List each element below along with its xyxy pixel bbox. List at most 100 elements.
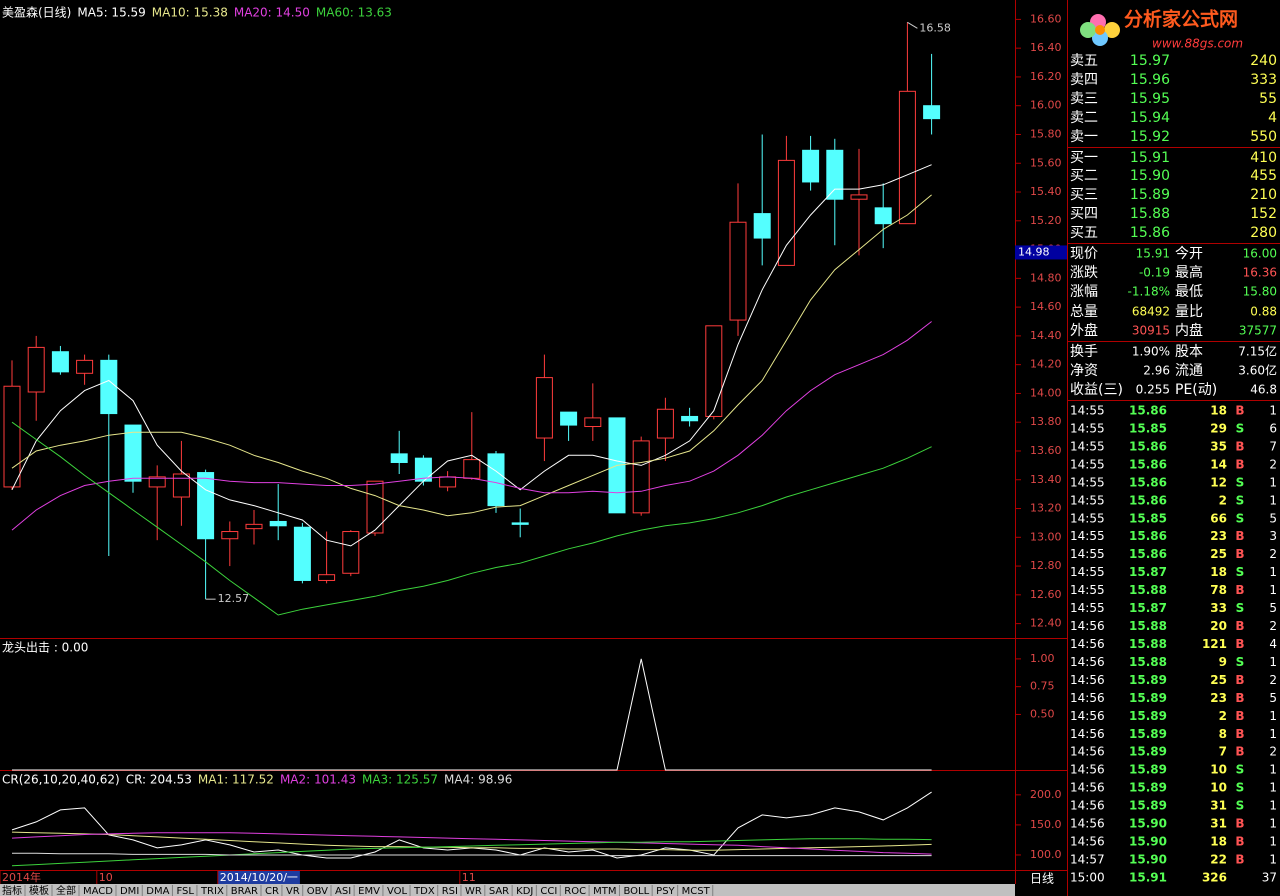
trade-volume: 25 — [1210, 547, 1227, 561]
indicator-tab[interactable]: 全部 — [56, 884, 76, 896]
trade-volume: 121 — [1202, 637, 1227, 651]
candle-body — [560, 411, 578, 426]
trade-side: B — [1235, 673, 1244, 687]
candle-body — [632, 440, 650, 514]
trade-volume: 20 — [1210, 619, 1227, 633]
quote-label: 现价 — [1070, 246, 1098, 262]
indicator-tab[interactable]: 指标 — [2, 884, 22, 896]
indicator-tab[interactable]: BRAR — [231, 886, 258, 896]
y-tick-label: 0.75 — [1030, 680, 1055, 693]
trade-count: 5 — [1269, 601, 1277, 615]
indicator-tab[interactable]: MCST — [682, 886, 711, 896]
trade-side: B — [1235, 457, 1244, 471]
candle-body — [390, 453, 408, 463]
indicator-tab[interactable]: TRIX — [200, 886, 224, 896]
candle-body — [51, 351, 69, 373]
trade-volume: 10 — [1210, 763, 1227, 777]
indicator-tab[interactable]: PSY — [656, 886, 675, 896]
trade-count: 2 — [1269, 547, 1277, 561]
legend-entry: MA20: 14.50 — [234, 6, 310, 20]
book-label: 卖三 — [1070, 91, 1098, 107]
indicator-tab[interactable]: ASI — [335, 886, 351, 896]
trade-time: 14:56 — [1070, 727, 1105, 741]
indicator-tab[interactable]: SAR — [489, 886, 509, 896]
trade-side: B — [1235, 691, 1244, 705]
legend-entry: MA10: 15.38 — [152, 6, 228, 20]
trade-price: 15.86 — [1129, 475, 1167, 489]
candle-body — [318, 574, 336, 581]
book-volume: 55 — [1259, 91, 1277, 107]
book-price: 15.91 — [1130, 150, 1170, 166]
indicator-tab[interactable]: VR — [286, 886, 300, 896]
trade-price: 15.89 — [1129, 763, 1167, 777]
y-tick-label: 16.00 — [1030, 99, 1062, 112]
candle-body — [656, 408, 674, 439]
quote-value: 16.00 — [1243, 247, 1277, 261]
candle-body — [221, 531, 239, 540]
trade-price: 15.86 — [1129, 457, 1167, 471]
period-label: 日线 — [1030, 872, 1054, 886]
indicator-tab[interactable]: VOL — [387, 886, 408, 896]
candle-body — [850, 194, 868, 200]
trade-time: 14:56 — [1070, 799, 1105, 813]
candle-body — [826, 149, 844, 200]
quote-value: 15.91 — [1136, 247, 1170, 261]
trade-side: B — [1235, 637, 1244, 651]
indicator-tab[interactable]: EMV — [358, 886, 380, 896]
trade-volume: 18 — [1210, 565, 1227, 579]
y-tick-label: 1.00 — [1030, 652, 1055, 665]
trade-count: 3 — [1269, 529, 1277, 543]
candle-body — [197, 472, 215, 540]
trade-count: 2 — [1269, 673, 1277, 687]
logo: 分析家公式网 www.88gs.com — [1080, 8, 1243, 51]
y-tick-label: 15.60 — [1030, 156, 1062, 169]
trade-time: 14:56 — [1070, 709, 1105, 723]
indicator-tab[interactable]: CR — [265, 886, 279, 896]
candle-body — [777, 159, 795, 266]
x-cursor-box — [217, 871, 300, 884]
candle-body — [898, 90, 916, 225]
indicator-tab[interactable]: 模板 — [29, 884, 49, 896]
quote-label: 流通 — [1175, 363, 1203, 379]
trade-price: 15.89 — [1129, 745, 1167, 759]
candle-body — [439, 476, 457, 488]
y-tick-label: 15.40 — [1030, 185, 1062, 198]
indicator-tab[interactable]: OBV — [307, 886, 328, 896]
trade-volume: 66 — [1210, 511, 1227, 525]
trade-price: 15.89 — [1129, 673, 1167, 687]
indicator-tab[interactable]: MACD — [83, 886, 113, 896]
indicator-tab[interactable]: TDX — [413, 886, 435, 896]
book-label: 卖五 — [1070, 53, 1098, 69]
trade-count: 1 — [1269, 493, 1277, 507]
indicator-tab[interactable]: RSI — [442, 886, 458, 896]
indicator-tab[interactable]: KDJ — [516, 886, 533, 896]
trade-price: 15.87 — [1129, 565, 1167, 579]
indicator-tab[interactable]: BOLL — [623, 886, 649, 896]
book-price: 15.92 — [1130, 129, 1170, 145]
quote-value: 68492 — [1132, 305, 1170, 319]
trade-price: 15.89 — [1129, 781, 1167, 795]
trade-side: S — [1236, 601, 1245, 615]
legend-entry: CR: 204.53 — [126, 773, 192, 787]
trade-price: 15.86 — [1129, 547, 1167, 561]
indicator-tab[interactable]: ROC — [564, 886, 586, 896]
trade-side: S — [1236, 565, 1245, 579]
indicator-tab[interactable]: FSL — [176, 886, 194, 896]
quote-label: 股本 — [1175, 344, 1203, 360]
trade-count: 7 — [1269, 439, 1277, 453]
indicator-tab[interactable]: DMI — [120, 886, 139, 896]
trade-time: 14:55 — [1070, 439, 1105, 453]
indicator-tab[interactable]: WR — [465, 886, 482, 896]
trade-count: 1 — [1269, 853, 1277, 867]
indicator-tab[interactable]: DMA — [146, 886, 169, 896]
candle-body — [535, 377, 553, 439]
trade-side: B — [1235, 745, 1244, 759]
trade-price: 15.90 — [1129, 817, 1167, 831]
indicator-tab[interactable]: MTM — [593, 886, 616, 896]
indicator-tab[interactable]: CCI — [540, 886, 557, 896]
y-tick-label: 14.20 — [1030, 358, 1062, 371]
trade-time: 14:55 — [1070, 421, 1105, 435]
quote-label: 最低 — [1175, 284, 1203, 300]
quote-value: 37577 — [1239, 324, 1277, 338]
